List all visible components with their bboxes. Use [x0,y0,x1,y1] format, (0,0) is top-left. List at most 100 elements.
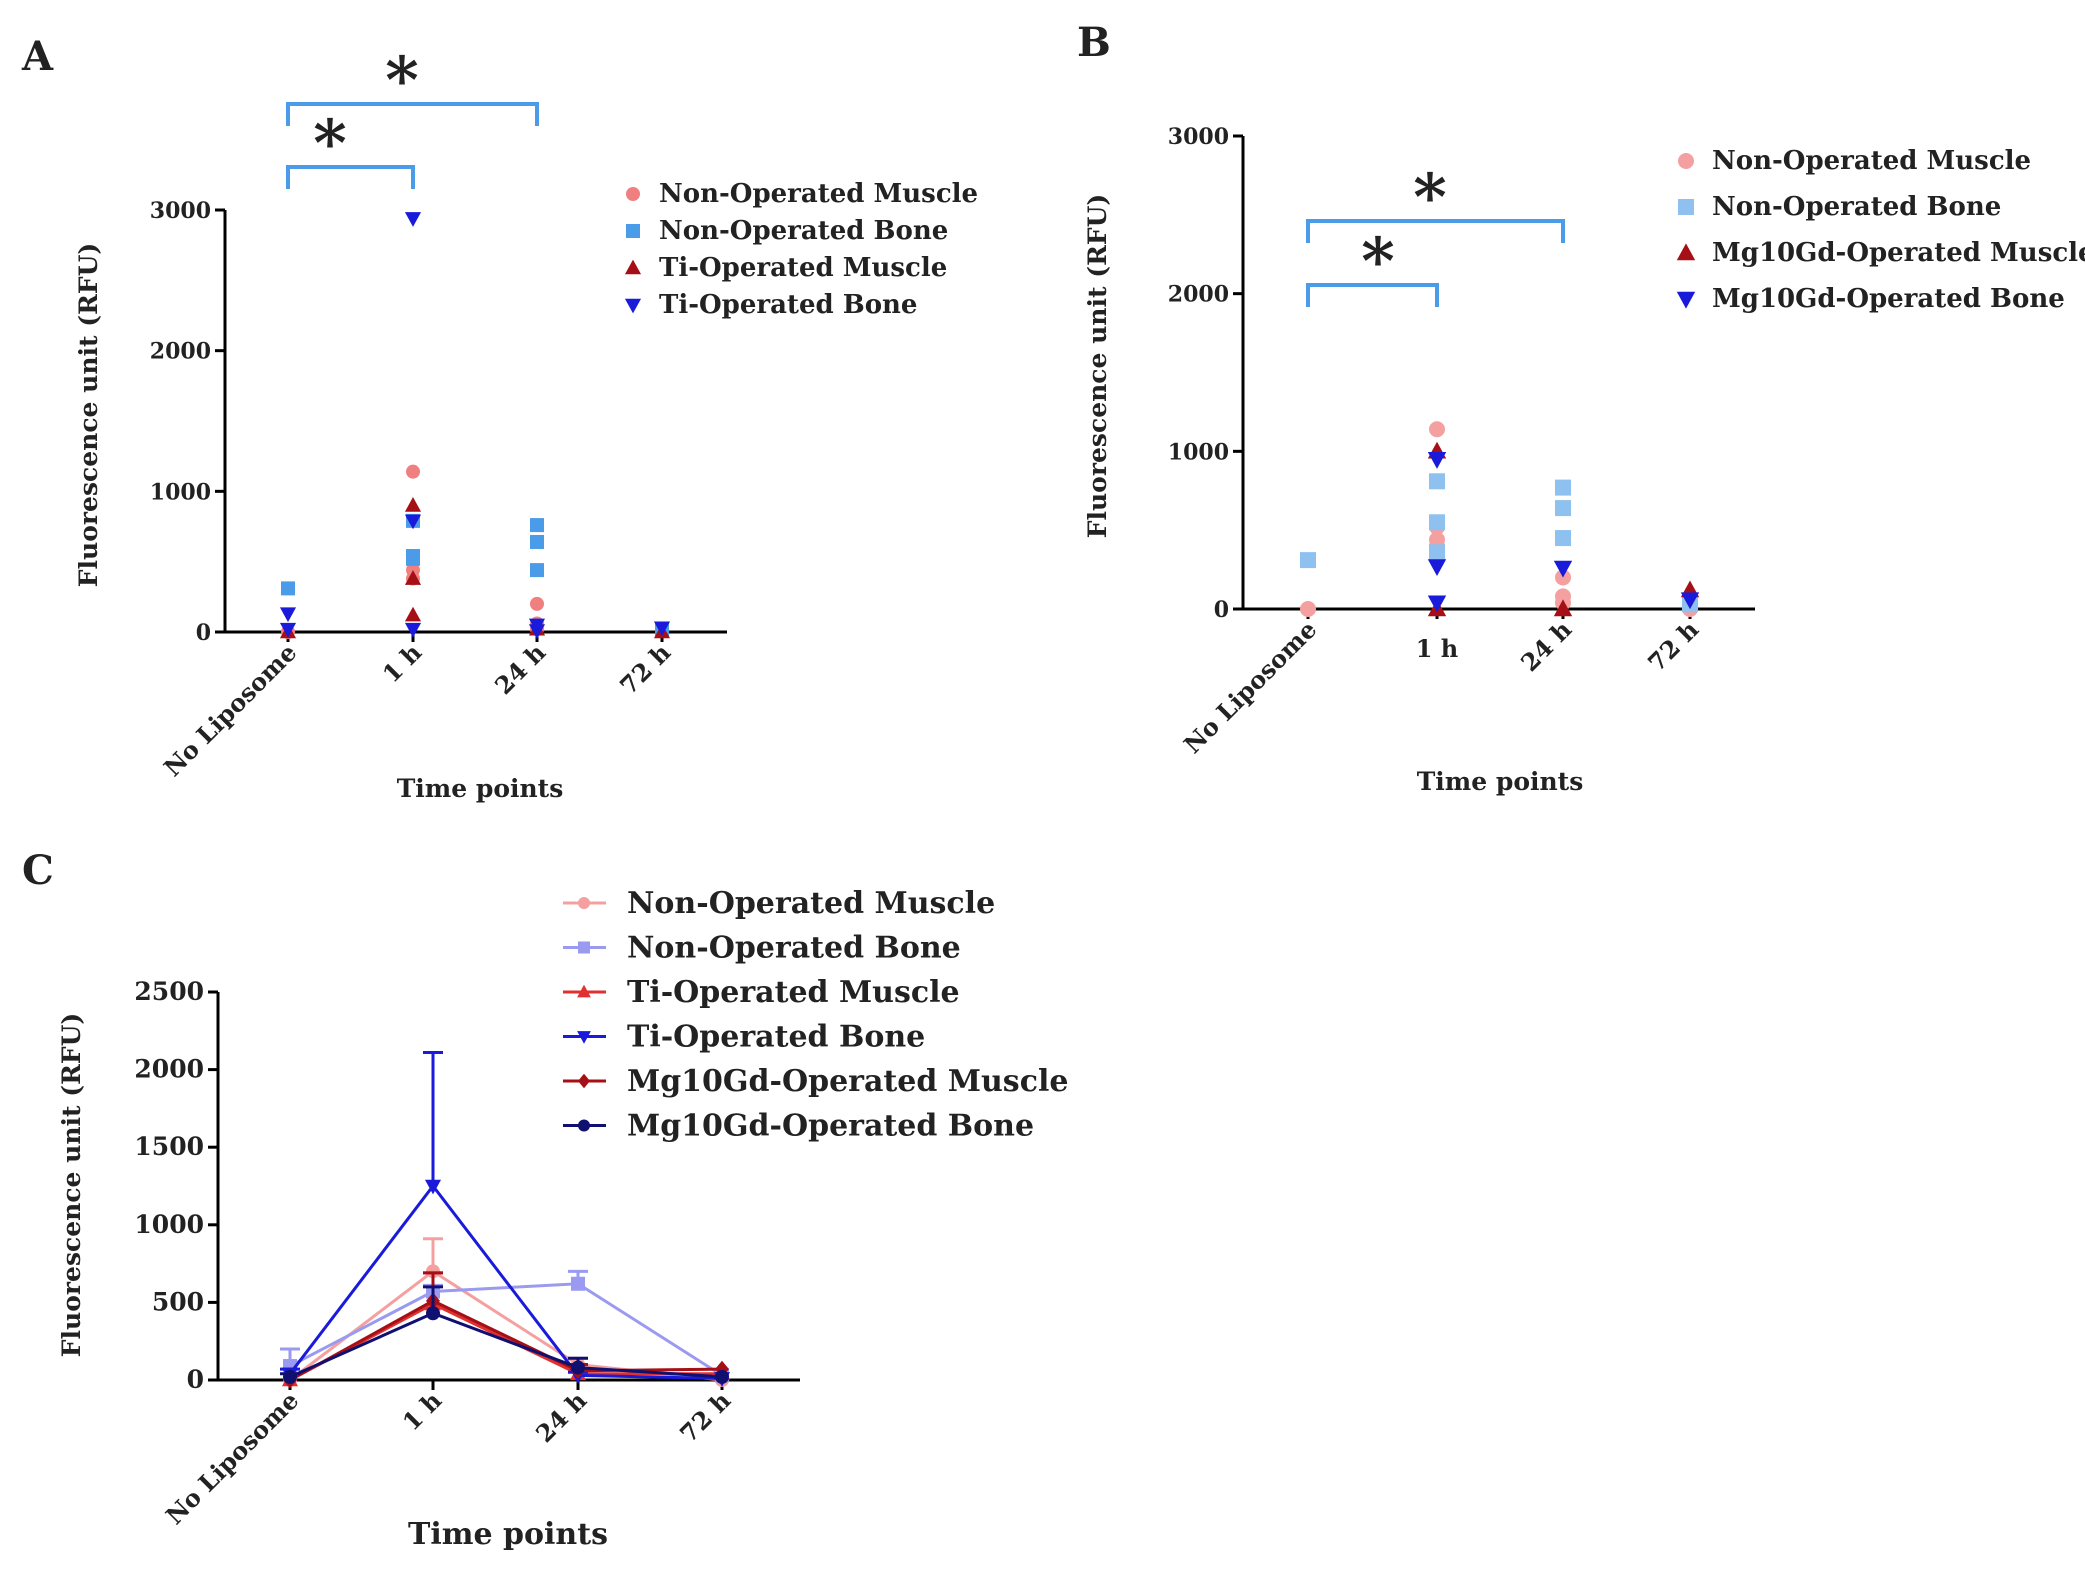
chart-a-legend-label: Ti-Operated Muscle [659,253,947,283]
chart-a-point [530,563,544,578]
chart-b-x-tick-label: No Liposome [1178,615,1322,759]
chart-a-x-tick-label: 1 h [377,638,428,689]
chart-b-x-tick-label: 24 h [1515,615,1577,677]
chart-a-legend-label: Non-Operated Bone [659,216,948,246]
chart-c-y-tick-label: 2500 [134,977,204,1006]
chart-a-legend-marker [624,298,642,314]
chart-b-point [1427,559,1447,577]
chart-b-significance-bracket [1306,283,1439,307]
chart-a-x-axis-label: Time points [397,774,564,803]
chart-a-point [404,622,422,638]
chart-c-legend-marker [578,897,590,909]
panel-label-b: B [1077,19,1111,66]
chart-c-legend-label: Ti-Operated Bone [627,1020,925,1055]
chart-a-point [653,621,671,637]
chart-c-x-tick-label: 24 h [530,1386,592,1448]
chart-c-point [715,1369,729,1384]
chart-c-point [283,1369,297,1384]
chart-a-significance-star: * [313,106,346,181]
chart-b-point [1555,500,1571,517]
chart-a-scatter: 0 1000 2000 3000 No Liposome 1 h 24 h 72 h Fluor… [74,43,978,803]
chart-a-point [281,581,295,596]
chart-a-legend-label: Non-Operated Muscle [659,179,978,209]
chart-a-point [530,518,544,533]
chart-b-scatter: 0 1000 2000 3000 No Liposome 1 h 24 h 72 h Fluor… [1083,124,2085,796]
chart-c-point [424,1179,442,1195]
chart-a-x-tick-label: No Liposome [158,638,302,782]
chart-c-y-axis-label: Fluorescence unit (RFU) [57,1013,86,1357]
chart-b-legend-marker [1676,243,1696,261]
chart-c-series-line [289,1299,723,1382]
chart-a-point [406,551,420,566]
chart-b-legend-label: Non-Operated Bone [1712,192,2001,222]
chart-c-line: 0 500 1000 1500 2000 2500 No Liposome 1 h 24 h 72… [57,886,1068,1552]
chart-a-point [404,570,422,585]
panel-label-c: C [22,847,54,894]
chart-c-legend-marker [578,1119,590,1132]
chart-a-point [530,596,544,611]
chart-b-y-tick-label: 2000 [1168,282,1229,308]
chart-b-legend-label: Mg10Gd-Operated Bone [1712,284,2065,314]
chart-b-y-tick-label: 1000 [1168,439,1229,465]
chart-a-y-tick-label: 3000 [150,198,211,224]
chart-a-x-tick-label: 24 h [489,638,551,700]
chart-c-point [426,1264,440,1279]
chart-c-y-tick-label: 1000 [134,1210,204,1239]
chart-a-point [404,514,422,530]
chart-b-point [1555,479,1571,496]
chart-a-legend-marker [624,259,642,275]
chart-b-point [1427,452,1447,469]
chart-c-legend-label: Non-Operated Bone [627,931,961,966]
chart-a-point [528,624,546,639]
chart-c-legend-label: Mg10Gd-Operated Muscle [627,1064,1068,1099]
chart-b-legend-marker [1678,199,1694,215]
chart-c-legend-label: Non-Operated Muscle [627,886,995,921]
chart-c-x-tick-label: No Liposome [160,1386,304,1530]
chart-b-point [1300,601,1316,617]
chart-a-point [404,497,422,512]
chart-b-legend-label: Non-Operated Muscle [1712,146,2031,176]
chart-c-series-line [289,1311,723,1379]
chart-b-x-tick-label: 1 h [1416,634,1459,663]
chart-b-significance-star: * [1413,160,1446,235]
chart-c-legend-label: Mg10Gd-Operated Bone [627,1109,1034,1144]
chart-c-y-tick-label: 0 [187,1365,204,1394]
chart-b-x-tick-label: 72 h [1642,615,1704,677]
chart-b-point [1429,514,1445,531]
chart-a-point [404,606,422,622]
chart-c-legend-marker [578,941,590,954]
chart-b-point [1427,595,1447,613]
chart-c-series-line [288,1183,723,1380]
chart-a-point [279,622,297,638]
chart-a-significance-star: * [385,43,418,118]
chart-a-y-tick-label: 1000 [150,479,211,505]
chart-c-legend-label: Ti-Operated Muscle [627,975,960,1010]
chart-c-legend-marker [577,984,591,998]
chart-b-point [1553,599,1573,617]
chart-b-significance-star: * [1361,224,1394,299]
chart-b-legend-marker [1678,153,1694,169]
chart-c-legend-marker [578,1073,590,1089]
chart-a-point [406,464,420,479]
chart-b-point [1680,592,1700,610]
chart-b-legend-label: Mg10Gd-Operated Muscle [1712,238,2085,268]
chart-c-point [571,1360,585,1375]
chart-a-point [530,534,544,549]
chart-c-series-line [289,1282,723,1377]
chart-a-legend-marker [626,224,640,238]
chart-c-x-tick-label: 1 h [397,1386,448,1437]
chart-a-y-axis-label: Fluorescence unit (RFU) [74,243,103,587]
chart-c-y-tick-label: 500 [152,1287,204,1316]
chart-b-point [1553,560,1573,578]
chart-b-point [1429,421,1445,438]
chart-c-point [426,1306,440,1321]
chart-a-significance-bracket [286,165,415,189]
chart-b-point [1300,552,1316,569]
chart-b-y-tick-label: 0 [1214,597,1229,623]
chart-b-point [1429,473,1445,490]
chart-b-significance-bracket [1306,219,1565,243]
chart-b-y-axis-label: Fluorescence unit (RFU) [1083,194,1112,538]
chart-c-x-axis-label: Time points [408,1517,608,1552]
chart-c-legend-marker [577,1031,591,1044]
